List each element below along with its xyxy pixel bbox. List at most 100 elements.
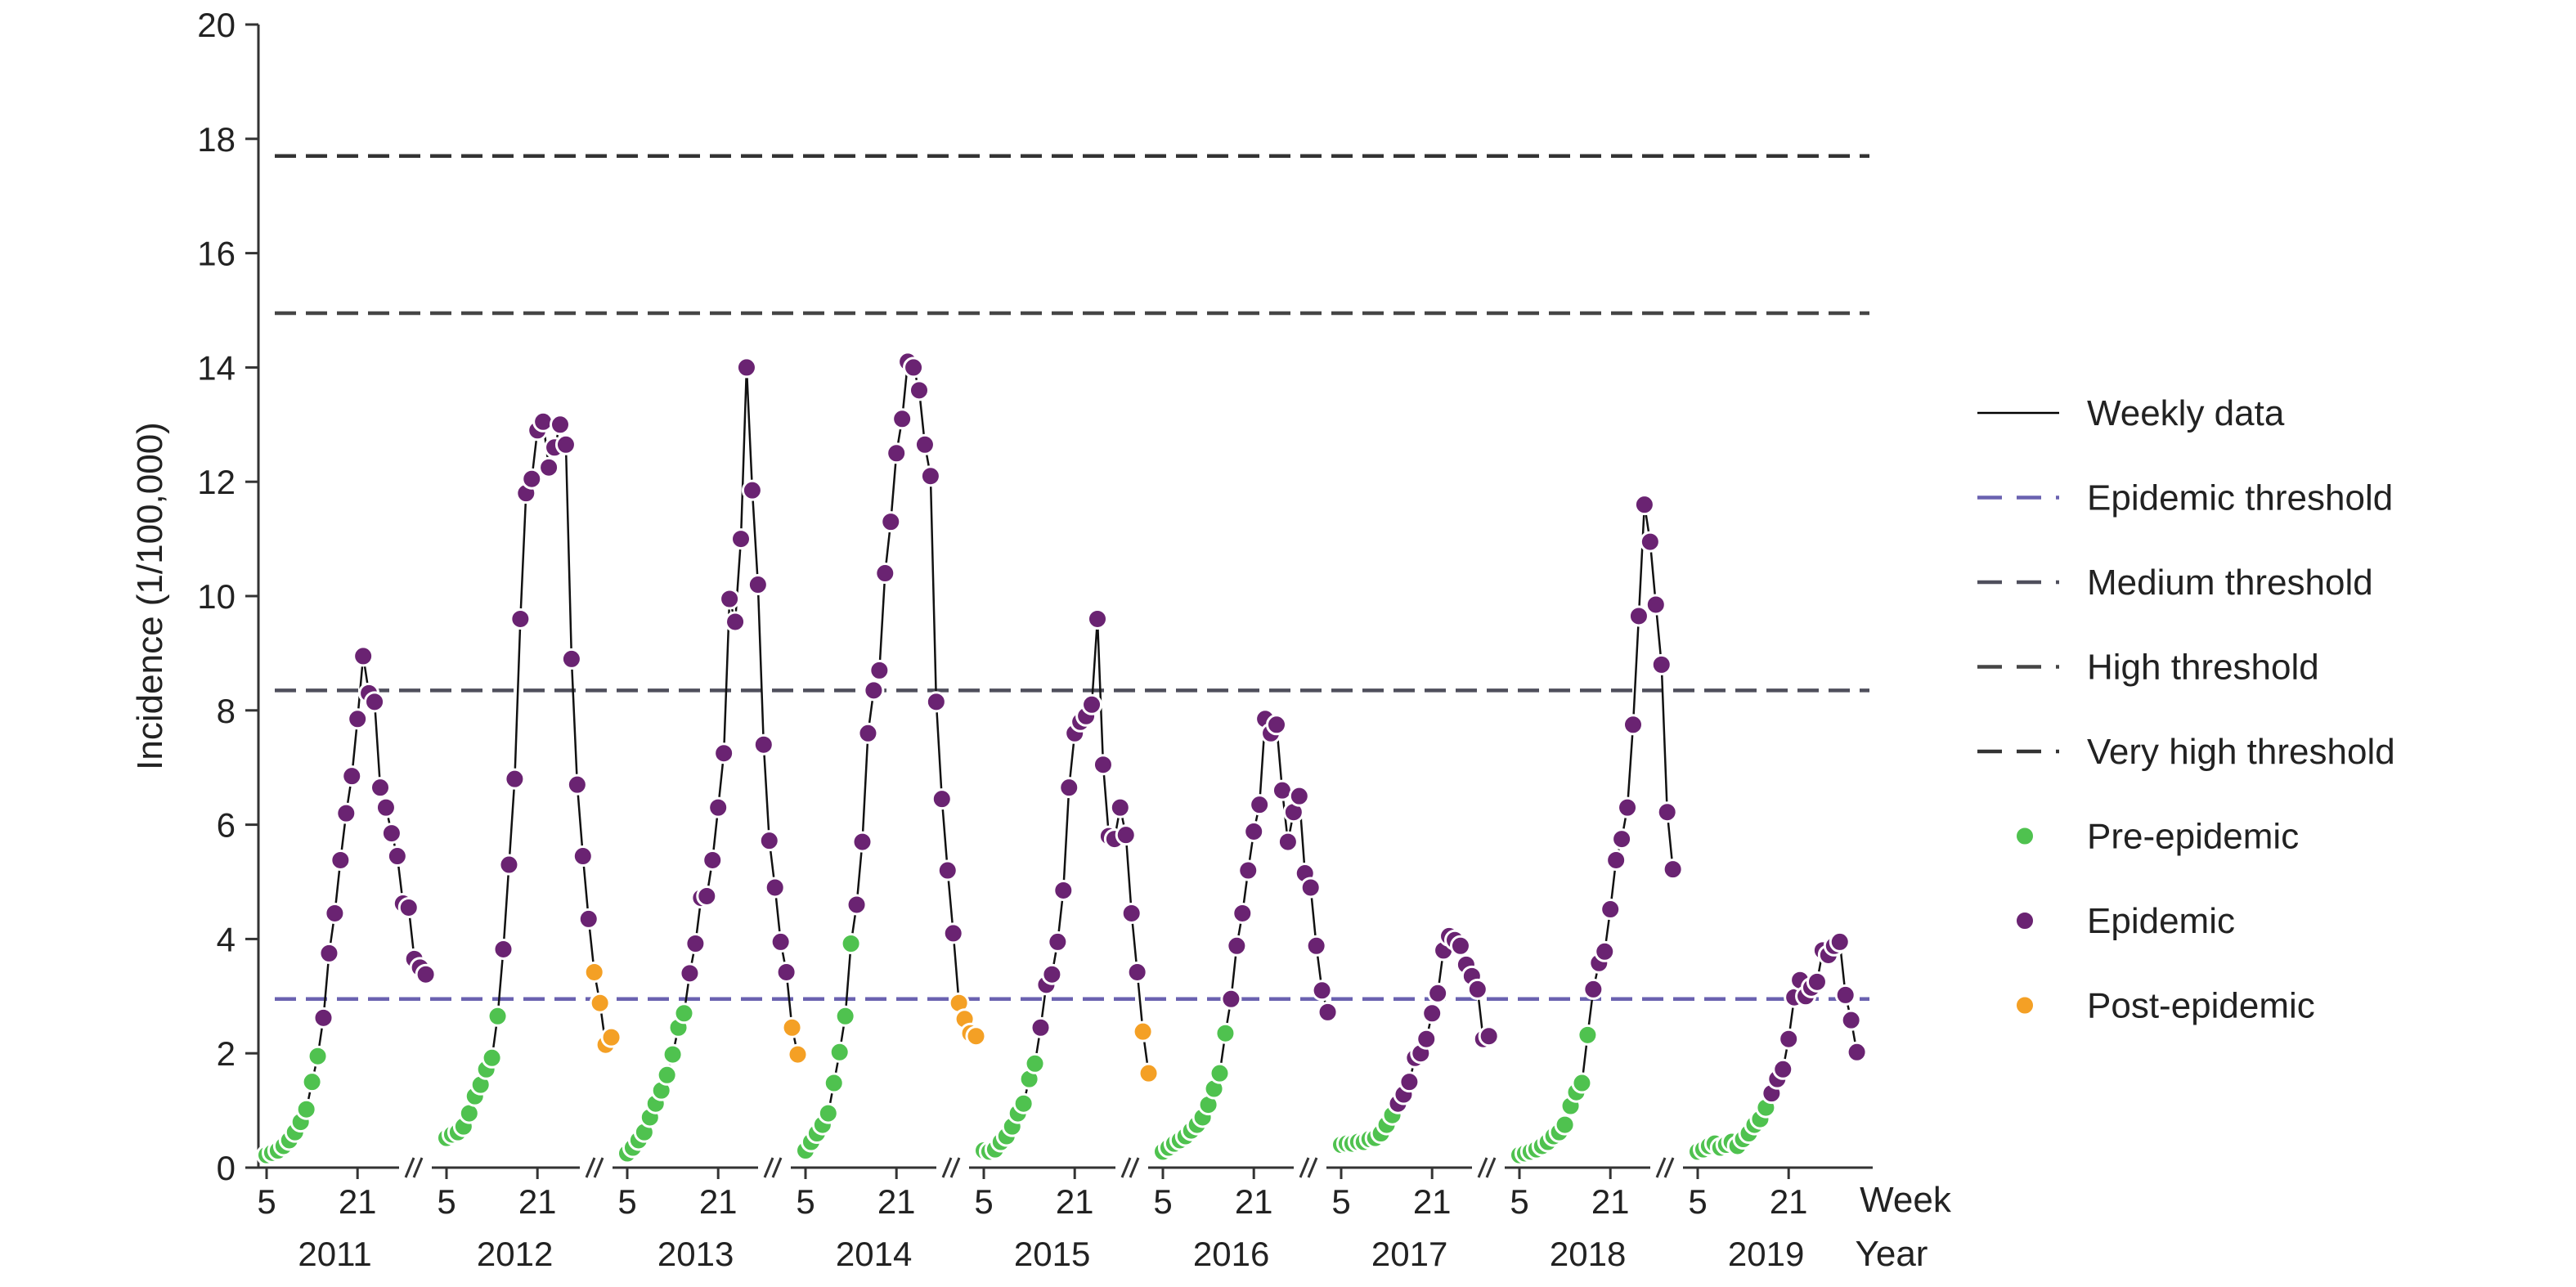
weekly-series [256, 351, 1868, 1166]
epi-epidemic-point [752, 733, 774, 756]
epi-epidemic-point [1081, 693, 1103, 715]
week-tick-label: 5 [1688, 1182, 1707, 1221]
epi-epidemic-point [1650, 653, 1672, 675]
epi-epidemic-point [1120, 902, 1142, 924]
epi-epidemic-point [1639, 531, 1661, 553]
epi-epidemic-point [1041, 963, 1063, 985]
axis-break-mark [412, 1157, 424, 1178]
pre-epidemic-point [1571, 1072, 1593, 1094]
epi-epidemic-point [347, 708, 369, 730]
epi-epidemic-point [1126, 961, 1148, 983]
post-epidemic-point [965, 1025, 987, 1047]
epi-epidemic-point [1249, 794, 1271, 816]
legend-label: Very high threshold [2087, 732, 2395, 772]
epi-epidemic-point [1317, 1001, 1339, 1023]
epi-epidemic-point [1305, 935, 1327, 957]
week-tick-label: 21 [1770, 1182, 1808, 1221]
epi-epidemic-point [341, 765, 363, 787]
week-tick-label: 5 [796, 1182, 815, 1221]
epi-epidemic-point [1627, 605, 1649, 627]
epi-epidemic-point [1582, 978, 1604, 1000]
epi-epidemic-point [312, 1007, 334, 1029]
axis-break-mark [1129, 1157, 1140, 1178]
epi-epidemic-point [1594, 940, 1616, 962]
epi-epidemic-point [1662, 859, 1684, 881]
epi-epidemic-point [509, 608, 532, 630]
axis-break-mark [941, 1157, 953, 1178]
axis-break-mark [1299, 1157, 1310, 1178]
epi-epidemic-point [1449, 935, 1471, 957]
post-epidemic-point [787, 1043, 809, 1065]
epi-epidemic-point [1220, 988, 1242, 1010]
epi-epidemic-point [1232, 902, 1254, 924]
epi-epidemic-point [492, 938, 514, 960]
epi-epidemic-point [1427, 982, 1449, 1004]
epi-epidemic-point [684, 932, 707, 954]
week-tick-label: 21 [699, 1182, 738, 1221]
week-tick-label: 21 [1056, 1182, 1094, 1221]
epi-epidemic-point [1311, 980, 1333, 1002]
epi-epidemic-point [560, 648, 582, 670]
weekly-data-line [804, 359, 977, 1151]
axis-labels: Incidence (1/100,000) Week Year [130, 422, 1952, 1274]
epi-epidemic-point [730, 528, 752, 550]
year-label: 2013 [657, 1235, 734, 1273]
epi-epidemic-point [707, 796, 729, 818]
epi-epidemic-point [1047, 930, 1069, 953]
pre-epidemic-point [1209, 1062, 1231, 1084]
x-axis-week-label: Week [1860, 1180, 1952, 1220]
epi-epidemic-point [1030, 1016, 1052, 1038]
epi-epidemic-point [1052, 879, 1075, 901]
epi-epidemic-point [747, 574, 769, 596]
epi-epidemic-point [1277, 831, 1299, 853]
epi-epidemic-point [386, 845, 408, 868]
axis-break-mark [949, 1157, 961, 1178]
pre-epidemic-point [487, 1005, 509, 1027]
axis-break-mark [1485, 1157, 1497, 1178]
legend: Weekly data Epidemic threshold Medium thre… [1977, 393, 2395, 1026]
epi-epidemic-point [1645, 594, 1667, 616]
epi-epidemic-point [352, 645, 375, 667]
epi-epidemic-point [1611, 828, 1633, 850]
pre-epidemic-point [481, 1047, 503, 1069]
pre-epidemic-point [1012, 1092, 1034, 1114]
post-epidemic-point [589, 992, 611, 1014]
epi-epidemic-point [770, 930, 792, 953]
epi-epidemic-point [1772, 1058, 1794, 1080]
y-axis-title: Incidence (1/100,000) [130, 422, 170, 770]
week-tick-label: 5 [257, 1182, 276, 1221]
axis-break-mark [593, 1157, 604, 1178]
epi-epidemic-point [397, 896, 420, 918]
epi-epidemic-point [925, 691, 947, 713]
year-label: 2016 [1193, 1235, 1269, 1273]
epi-epidemic-point [1633, 494, 1655, 516]
weekly-data-line [626, 367, 799, 1155]
year-label: 2014 [836, 1235, 912, 1273]
epi-epidemic-point [1299, 877, 1322, 899]
epi-epidemic-point [764, 877, 786, 899]
legend-dot-swatch [2014, 910, 2035, 931]
pre-epidemic-point [301, 1071, 323, 1093]
epi-epidemic-point [550, 414, 571, 436]
pre-epidemic-point [828, 1041, 850, 1063]
epi-epidemic-point [1806, 971, 1828, 993]
week-tick-label: 5 [617, 1182, 636, 1221]
epi-epidemic-point [775, 961, 797, 983]
epi-epidemic-point [725, 611, 747, 633]
y-tick-label: 4 [217, 920, 236, 958]
legend-label: Medium threshold [2087, 563, 2373, 603]
epi-epidemic-point [1109, 796, 1131, 818]
epi-epidemic-point [1834, 984, 1856, 1006]
week-tick-label: 5 [1153, 1182, 1172, 1221]
threshold-lines [275, 154, 1869, 1002]
epi-epidemic-point [1226, 935, 1248, 957]
epi-epidemic-point [696, 885, 718, 907]
epi-epidemic-point [538, 456, 560, 478]
pre-epidemic-point [1024, 1052, 1046, 1074]
epi-epidemic-point [566, 774, 588, 796]
y-tick-label: 16 [197, 235, 236, 273]
epi-epidemic-point [504, 768, 526, 790]
axis-break-mark [1307, 1157, 1318, 1178]
axis-break-mark [1655, 1157, 1667, 1178]
epi-epidemic-point [868, 659, 891, 681]
